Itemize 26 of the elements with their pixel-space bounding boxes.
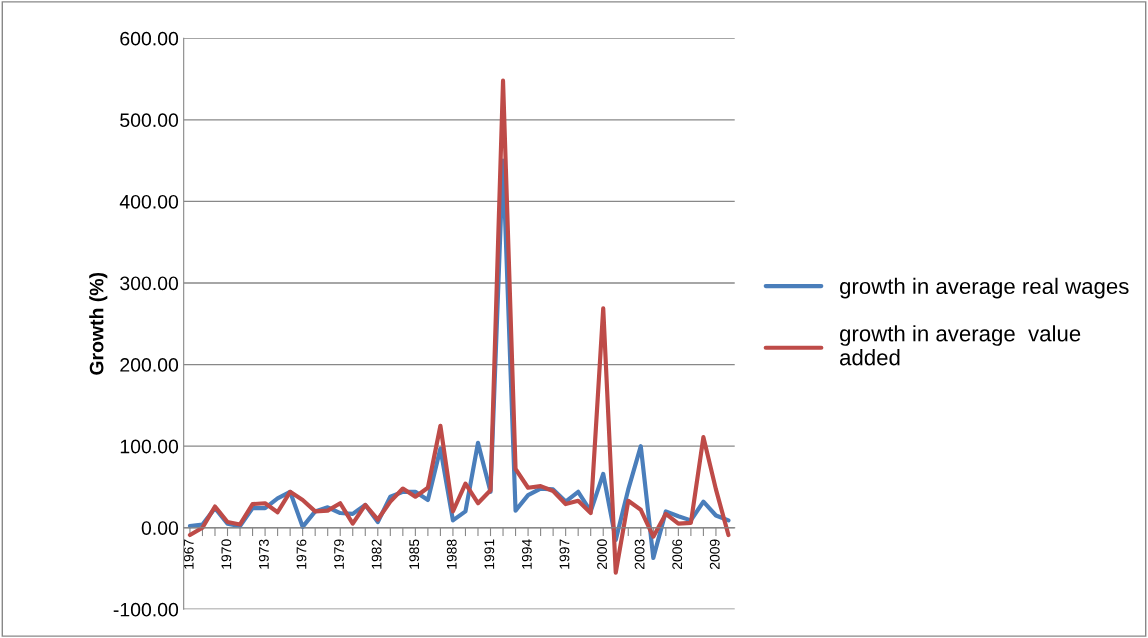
x-tick-label: 2000 — [597, 539, 607, 570]
x-tick-label: 1967 — [183, 539, 194, 569]
x-tick-label: 1976 — [296, 539, 307, 569]
y-tick-label: 200.00 — [120, 358, 179, 372]
y-tick-label: 0.00 — [141, 521, 179, 535]
y-tick-label: 400.00 — [119, 194, 179, 209]
y-tick-label: 100.00 — [120, 439, 179, 454]
x-tick-label: 1988 — [446, 539, 457, 569]
y-axis-title: Growth (%) — [89, 272, 108, 375]
y-tick-label: 300.00 — [120, 276, 179, 291]
y-tick-label: -100.00 — [113, 602, 179, 617]
legend-label: growth in average value added — [840, 325, 1081, 366]
x-tick-label: 1970 — [221, 539, 232, 569]
x-tick-label: 1997 — [559, 539, 570, 569]
x-tick-label: 1982 — [371, 539, 382, 569]
y-tick-label: 500.00 — [120, 113, 179, 128]
x-tick-label: 1985 — [409, 539, 420, 569]
x-tick-label: 1994 — [521, 539, 532, 569]
y-tick-label: 600.00 — [120, 31, 179, 46]
legend-label: growth in average real wages — [840, 277, 1129, 299]
x-tick-label: 1973 — [258, 539, 269, 569]
x-tick-label: 2009 — [709, 539, 720, 570]
x-tick-label: 1991 — [484, 539, 495, 569]
x-tick-label: 2003 — [634, 539, 645, 570]
x-tick-label: 2006 — [672, 539, 683, 570]
x-tick-label: 1979 — [334, 539, 344, 569]
